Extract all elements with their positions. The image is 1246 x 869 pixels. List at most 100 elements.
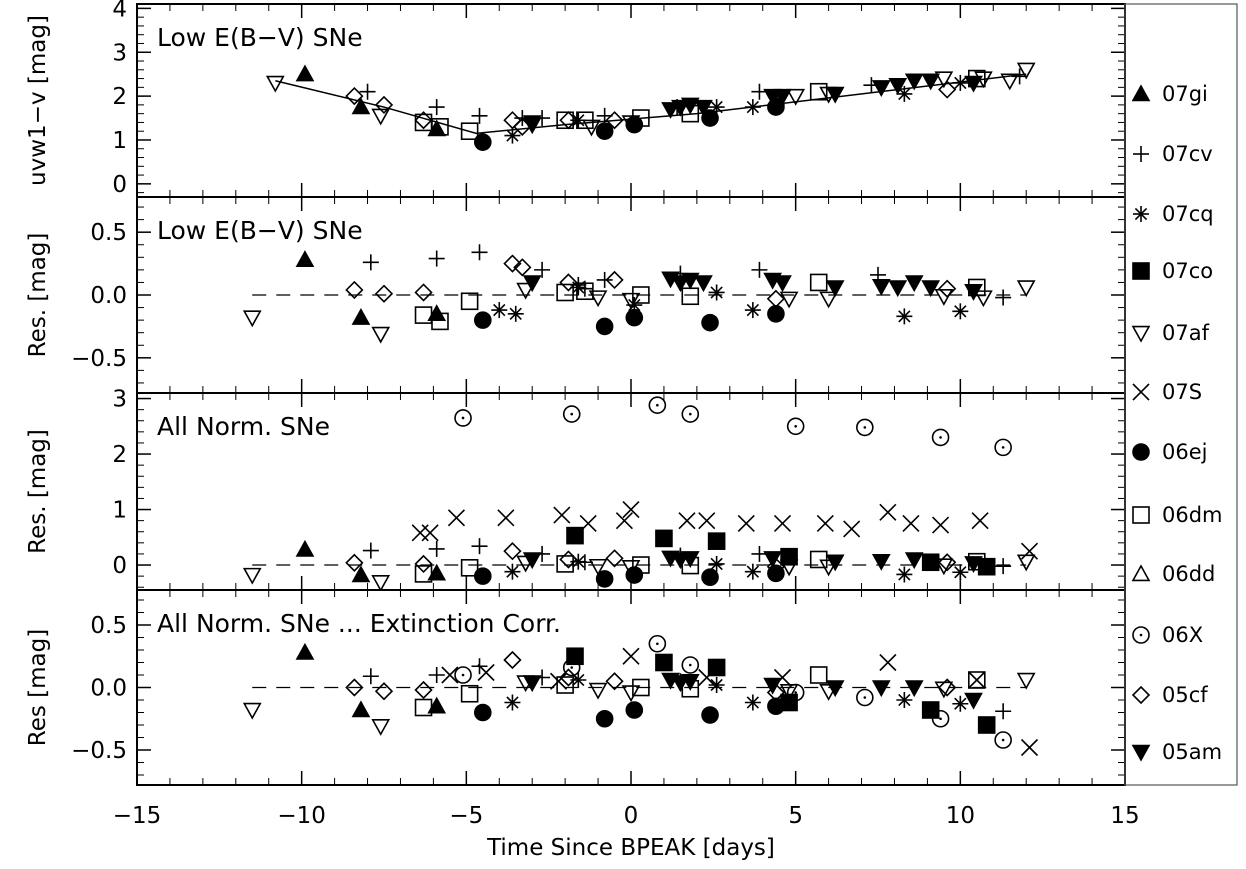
marker-05am	[522, 675, 542, 693]
series-06dm	[414, 666, 986, 717]
legend-label: 06dm	[1162, 503, 1223, 527]
panel-1: 0 1 2 3 4 uvw1−v [mag] Low E(B−V) SNe	[25, 0, 1126, 198]
marker-06ej	[625, 566, 644, 584]
series-05am	[522, 73, 983, 133]
marker-07cq	[896, 692, 913, 708]
panel-data	[265, 62, 1036, 151]
legend-label: 06X	[1162, 623, 1203, 647]
marker-07af	[621, 292, 641, 310]
marker-07cv	[751, 83, 768, 100]
marker-07co	[707, 532, 726, 550]
series-07cq	[504, 553, 969, 583]
marker-07cq	[708, 284, 725, 301]
marker-07gi	[427, 696, 447, 714]
marker-07S	[441, 666, 459, 684]
marker-05cf	[345, 280, 364, 300]
marker-07af	[371, 326, 391, 344]
y-axis-label: Res. [mag]	[25, 429, 51, 554]
marker-07cq	[507, 305, 524, 322]
marker-05am	[871, 80, 891, 97]
y-tick-label: 4	[112, 0, 127, 22]
legend-label: 07S	[1162, 380, 1202, 404]
marker-07cv	[1133, 146, 1149, 162]
legend-label: 07cv	[1162, 142, 1213, 166]
marker-07gi	[351, 565, 371, 583]
marker-07cv	[751, 261, 768, 278]
marker-05cf	[559, 668, 578, 687]
marker-06dm	[632, 286, 650, 304]
marker-05am	[825, 86, 845, 104]
marker-06X	[1132, 626, 1150, 644]
marker-06dm	[460, 292, 479, 311]
marker-07S	[1020, 738, 1039, 757]
marker-05am	[680, 551, 700, 569]
marker-07af	[1016, 62, 1036, 80]
marker-05am	[1131, 744, 1151, 762]
marker-07cq	[896, 85, 913, 102]
marker-07cq	[896, 566, 913, 583]
marker-05am	[694, 99, 713, 117]
marker-07S	[622, 647, 640, 665]
marker-07cv	[428, 540, 445, 557]
marker-05am	[964, 556, 983, 574]
marker-05cf	[605, 111, 624, 130]
x-tick-label: 5	[788, 803, 803, 829]
marker-07S	[879, 653, 897, 672]
y-tick-label: 0.5	[90, 613, 127, 639]
marker-07S	[773, 514, 792, 532]
marker-07cv	[995, 289, 1012, 306]
marker-05am	[871, 279, 891, 296]
marker-05cf	[374, 95, 394, 115]
legend-frame	[1124, 3, 1238, 786]
marker-06ej	[473, 311, 492, 329]
marker-07S	[968, 671, 986, 689]
legend-label: 07cq	[1162, 202, 1214, 226]
marker-07cq	[952, 564, 969, 581]
marker-07S	[698, 668, 716, 687]
marker-07af	[1016, 280, 1036, 298]
marker-06dm	[967, 671, 986, 689]
marker-07cq	[744, 302, 761, 319]
legend-item-06dm: 06dm	[1132, 503, 1223, 527]
marker-07gi	[295, 64, 315, 82]
marker-07S	[497, 509, 515, 527]
series-05am	[522, 672, 983, 710]
marker-06dm	[460, 122, 479, 141]
marker-05am	[964, 692, 983, 710]
marker-05am	[825, 280, 845, 298]
marker-05cf	[605, 270, 624, 290]
marker-06dm	[1132, 506, 1150, 524]
y-tick-label: 2	[112, 442, 127, 468]
chart-panels: 0 1 2 3 4 uvw1−v [mag] Low E(B−V) SNe −0.5 0.0 0.…	[25, 0, 1126, 786]
marker-06dm	[414, 698, 433, 717]
series-07gi	[295, 539, 447, 583]
marker-06dm	[809, 550, 828, 569]
marker-06dm	[809, 666, 828, 684]
marker-07S	[579, 514, 597, 532]
marker-05am	[522, 115, 542, 133]
marker-07cv	[534, 261, 551, 278]
marker-07cq	[1133, 206, 1149, 222]
y-tick-label: −0.5	[71, 738, 127, 764]
marker-06dd	[1131, 564, 1151, 582]
legend-label: 07gi	[1162, 82, 1208, 106]
marker-05am	[680, 674, 700, 691]
marker-07cv	[428, 667, 445, 683]
marker-06X	[994, 438, 1012, 457]
marker-06ej	[625, 701, 644, 719]
series-07cq	[504, 672, 969, 712]
y-axis-label: Res [mag]	[25, 629, 51, 746]
marker-05cf	[559, 111, 578, 130]
marker-06ej	[595, 709, 614, 728]
marker-07cv	[471, 244, 488, 261]
marker-06X	[994, 731, 1012, 749]
marker-06X	[454, 666, 472, 684]
marker-07S	[816, 514, 834, 532]
marker-06ej	[595, 122, 614, 141]
series-05cf	[345, 80, 957, 136]
marker-06ej	[701, 109, 719, 127]
marker-07co	[921, 553, 940, 572]
marker-07S	[447, 509, 466, 527]
marker-05cf	[503, 254, 522, 273]
